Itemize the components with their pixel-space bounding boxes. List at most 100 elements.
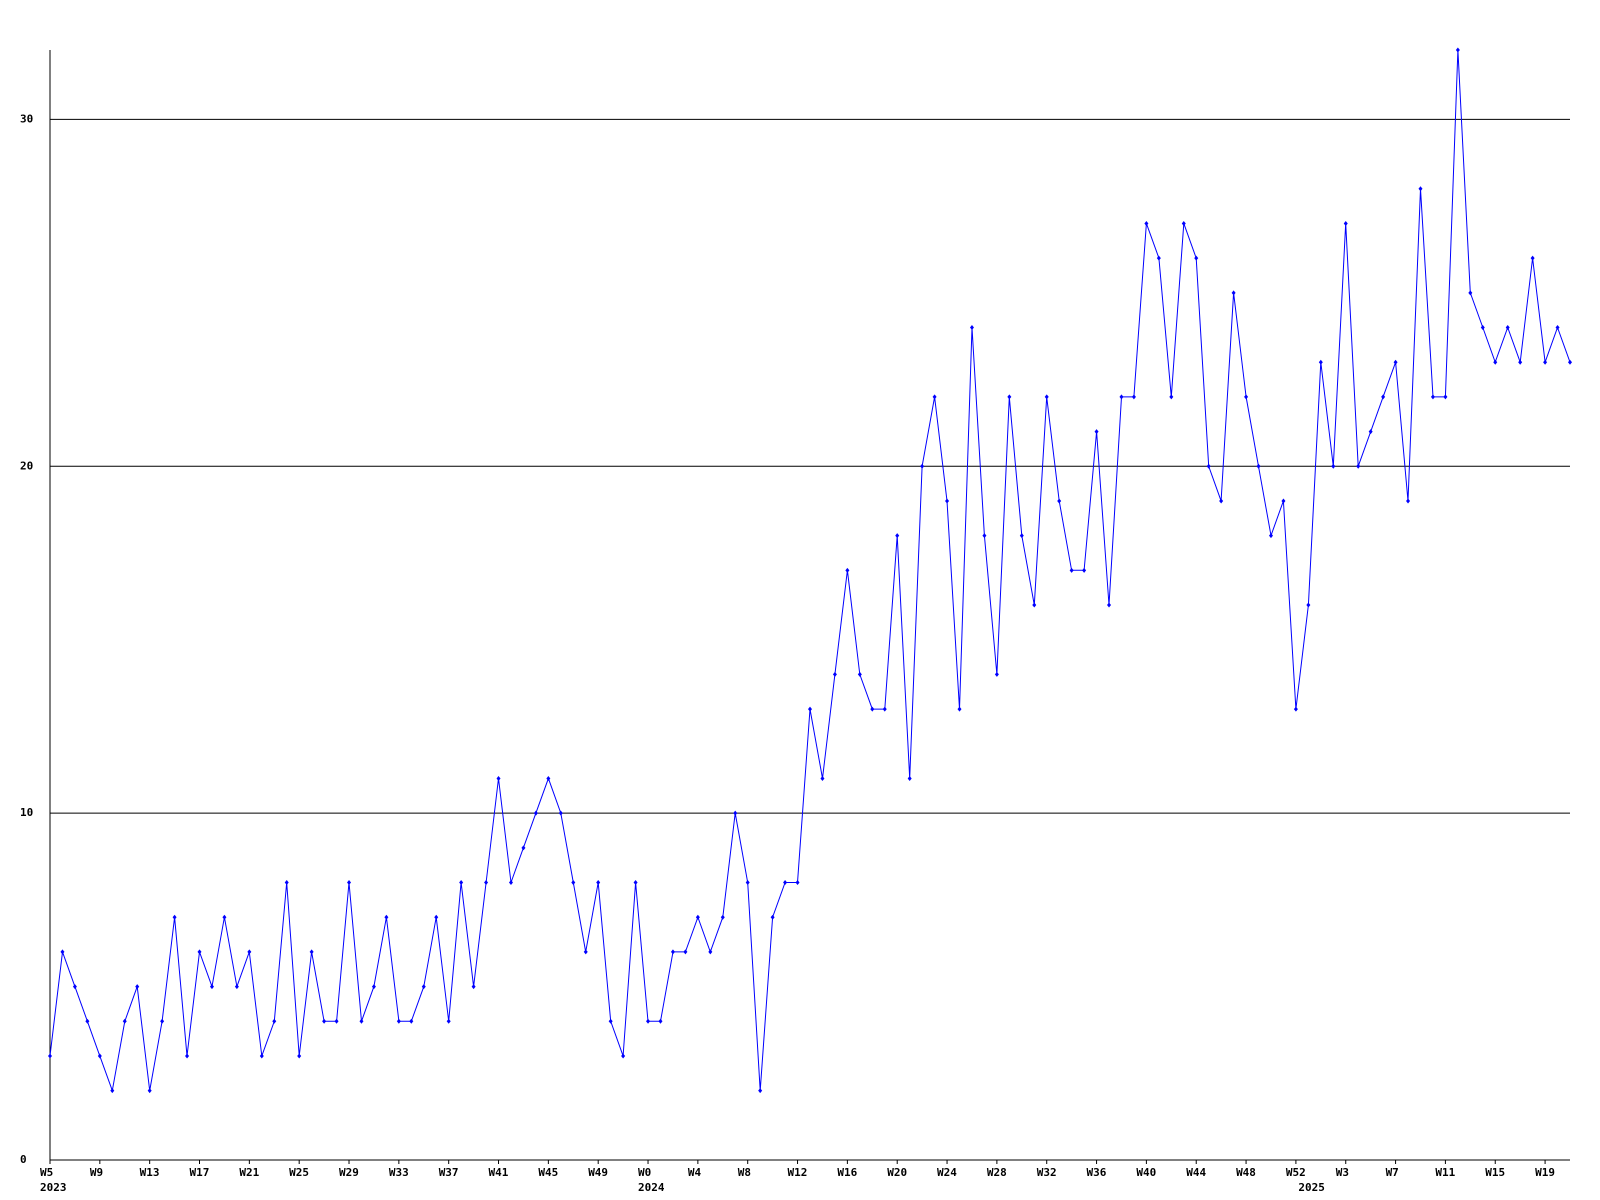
x-tick-label: W32: [1037, 1166, 1057, 1179]
point-marker: [309, 949, 314, 955]
point-marker: [434, 914, 439, 920]
point-marker: [110, 1088, 115, 1094]
point-marker: [1007, 394, 1012, 400]
point-marker: [758, 1088, 763, 1094]
point-marker: [1443, 394, 1448, 400]
x-tick-label: W45: [538, 1166, 558, 1179]
point-marker: [720, 914, 725, 920]
point-marker: [446, 1018, 451, 1024]
point-marker: [48, 1053, 52, 1059]
x-tick-label: W33: [389, 1166, 409, 1179]
point-marker: [147, 1088, 152, 1094]
point-marker: [633, 880, 638, 885]
point-marker: [957, 706, 962, 712]
point-marker: [508, 880, 513, 885]
point-marker: [459, 880, 464, 885]
point-marker: [907, 775, 912, 781]
x-tick-label: W29: [339, 1166, 359, 1179]
point-marker: [1518, 359, 1523, 365]
x-tick-label: W52: [1286, 1166, 1306, 1179]
point-marker: [1293, 706, 1298, 712]
point-marker: [895, 533, 900, 539]
point-marker: [384, 914, 389, 920]
point-marker: [471, 984, 476, 990]
point-marker: [334, 1018, 339, 1024]
point-marker: [1468, 290, 1473, 296]
point-marker: [1430, 394, 1435, 400]
y-tick-label: 30: [20, 112, 33, 125]
point-marker: [683, 949, 688, 955]
point-marker: [135, 984, 140, 990]
x-tick-label: W5: [40, 1166, 53, 1179]
point-marker: [284, 880, 289, 885]
x-tick-label: W41: [489, 1166, 509, 1179]
point-marker: [608, 1018, 613, 1024]
point-marker: [745, 880, 750, 885]
point-marker: [259, 1053, 264, 1059]
point-marker: [982, 533, 987, 539]
point-marker: [1119, 394, 1124, 400]
point-marker: [882, 706, 887, 712]
x-tick-label: W4: [688, 1166, 702, 1179]
point-marker: [533, 810, 538, 816]
point-marker: [1555, 325, 1560, 330]
y-tick-label: 20: [20, 459, 33, 472]
point-marker: [1094, 429, 1099, 435]
x-tick-label: W12: [788, 1166, 808, 1179]
point-marker: [272, 1018, 277, 1024]
point-marker: [1306, 602, 1311, 608]
point-marker: [1069, 567, 1074, 573]
point-marker: [583, 949, 588, 955]
x-tick-label: W36: [1087, 1166, 1107, 1179]
point-marker: [1231, 290, 1236, 296]
point-marker: [596, 880, 601, 885]
point-marker: [160, 1018, 165, 1024]
point-marker: [1331, 463, 1336, 469]
point-marker: [322, 1018, 327, 1024]
point-marker: [969, 325, 974, 330]
x-tick-label: W0: [638, 1166, 651, 1179]
point-marker: [1406, 498, 1411, 504]
point-marker: [1343, 220, 1348, 226]
point-marker: [1418, 186, 1423, 192]
point-marker: [1144, 220, 1149, 226]
point-marker: [1244, 394, 1249, 400]
point-marker: [658, 1018, 663, 1024]
point-marker: [496, 775, 501, 781]
point-marker: [1194, 255, 1199, 261]
point-marker: [646, 1018, 651, 1024]
point-marker: [1256, 463, 1261, 469]
point-marker: [1356, 463, 1361, 469]
point-marker: [795, 880, 800, 885]
point-marker: [945, 498, 950, 504]
point-marker: [1268, 533, 1273, 539]
point-marker: [994, 671, 999, 677]
point-marker: [421, 984, 426, 990]
point-marker: [1206, 463, 1211, 469]
point-marker: [1480, 325, 1485, 330]
x-tick-label: W44: [1186, 1166, 1206, 1179]
point-marker: [857, 671, 862, 677]
x-tick-label: W25: [289, 1166, 309, 1179]
point-marker: [85, 1018, 90, 1024]
x-tick-label: W40: [1136, 1166, 1156, 1179]
x-tick-label: W20: [887, 1166, 907, 1179]
x-tick-label: W11: [1435, 1166, 1455, 1179]
point-marker: [1568, 359, 1572, 365]
point-marker: [1169, 394, 1174, 400]
point-marker: [708, 949, 713, 955]
point-marker: [209, 984, 214, 990]
point-marker: [571, 880, 576, 885]
point-marker: [247, 949, 252, 955]
point-marker: [1393, 359, 1398, 365]
x-tick-label: W37: [439, 1166, 459, 1179]
x-tick-label: W9: [90, 1166, 103, 1179]
point-marker: [932, 394, 937, 400]
point-marker: [546, 775, 551, 781]
point-marker: [1368, 429, 1373, 435]
point-marker: [172, 914, 177, 920]
year-label: 2023: [40, 1181, 67, 1194]
x-tick-label: W3: [1336, 1166, 1349, 1179]
point-marker: [1505, 325, 1510, 330]
